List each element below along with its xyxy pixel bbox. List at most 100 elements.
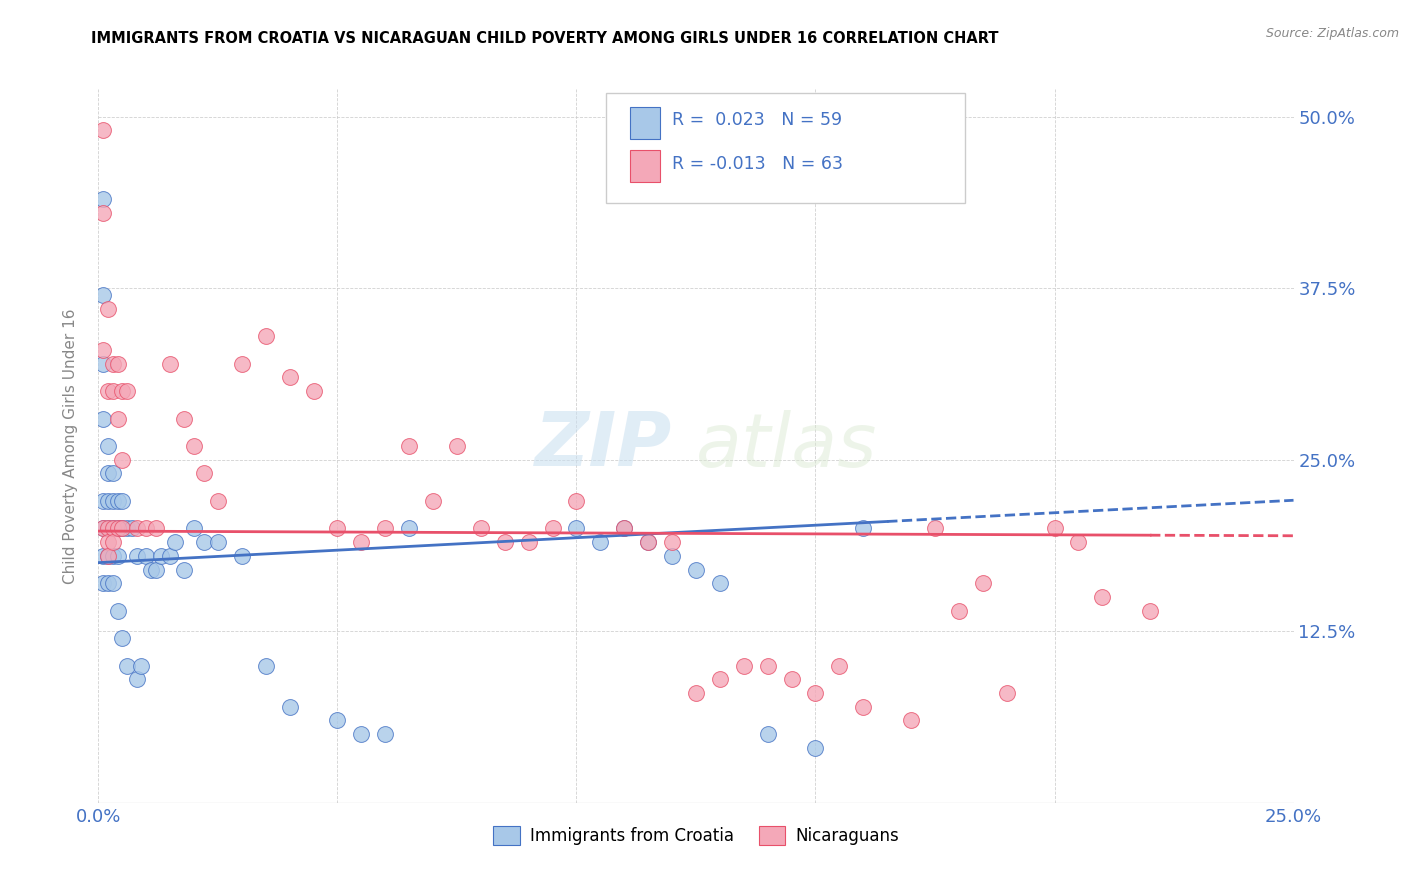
Point	[398, 439, 420, 453]
Point	[121, 521, 143, 535]
Point	[470, 521, 492, 535]
Point	[494, 535, 516, 549]
Text: Source: ZipAtlas.com: Source: ZipAtlas.com	[1265, 27, 1399, 40]
Point	[131, 658, 153, 673]
Point	[350, 535, 373, 549]
Point	[159, 357, 181, 371]
Point	[709, 673, 731, 687]
Point	[97, 549, 120, 563]
Point	[97, 494, 120, 508]
Point	[589, 535, 612, 549]
Point	[91, 357, 114, 371]
Point	[101, 549, 124, 563]
Point	[565, 521, 588, 535]
Point	[637, 535, 659, 549]
Point	[97, 549, 120, 563]
Point	[804, 740, 827, 755]
FancyBboxPatch shape	[606, 93, 965, 203]
Point	[97, 521, 120, 535]
Point	[398, 521, 420, 535]
Point	[852, 521, 875, 535]
Point	[278, 699, 301, 714]
Point	[173, 411, 195, 425]
Point	[948, 604, 970, 618]
Point	[101, 521, 124, 535]
Point	[149, 549, 172, 563]
Point	[661, 549, 683, 563]
Point	[183, 439, 205, 453]
Text: IMMIGRANTS FROM CROATIA VS NICARAGUAN CHILD POVERTY AMONG GIRLS UNDER 16 CORRELA: IMMIGRANTS FROM CROATIA VS NICARAGUAN CH…	[91, 31, 998, 46]
Point	[733, 658, 755, 673]
Point	[756, 658, 779, 673]
Point	[91, 205, 114, 219]
Point	[91, 521, 114, 535]
Point	[107, 357, 129, 371]
Point	[374, 727, 396, 741]
Point	[91, 576, 114, 591]
Point	[183, 521, 205, 535]
Point	[613, 521, 636, 535]
Point	[115, 521, 138, 535]
Point	[125, 673, 148, 687]
Point	[565, 494, 588, 508]
Point	[173, 562, 195, 576]
Point	[101, 535, 124, 549]
Point	[145, 521, 167, 535]
Text: atlas: atlas	[696, 410, 877, 482]
Point	[101, 357, 124, 371]
Point	[125, 521, 148, 535]
Point	[91, 288, 114, 302]
Point	[374, 521, 396, 535]
Text: R = -0.013   N = 63: R = -0.013 N = 63	[672, 155, 844, 173]
Point	[924, 521, 946, 535]
Point	[231, 549, 253, 563]
Point	[107, 411, 129, 425]
Point	[125, 549, 148, 563]
Point	[254, 329, 277, 343]
Point	[91, 411, 114, 425]
Point	[350, 727, 373, 741]
Point	[135, 521, 157, 535]
Point	[685, 562, 707, 576]
Point	[111, 631, 134, 645]
Point	[637, 535, 659, 549]
Point	[107, 549, 129, 563]
Point	[1091, 590, 1114, 604]
Point	[302, 384, 325, 398]
Point	[139, 562, 162, 576]
Point	[111, 452, 134, 467]
Point	[828, 658, 851, 673]
Point	[163, 535, 186, 549]
Point	[661, 535, 683, 549]
Y-axis label: Child Poverty Among Girls Under 16: Child Poverty Among Girls Under 16	[63, 309, 77, 583]
Point	[193, 535, 215, 549]
Point	[101, 467, 124, 481]
Point	[135, 549, 157, 563]
Point	[193, 467, 215, 481]
Point	[91, 494, 114, 508]
Point	[101, 494, 124, 508]
Point	[97, 521, 120, 535]
Legend: Immigrants from Croatia, Nicaraguans: Immigrants from Croatia, Nicaraguans	[486, 819, 905, 852]
Point	[972, 576, 994, 591]
Point	[107, 521, 129, 535]
Point	[422, 494, 444, 508]
Point	[613, 521, 636, 535]
Point	[107, 604, 129, 618]
Point	[111, 494, 134, 508]
Point	[111, 521, 134, 535]
Point	[107, 521, 129, 535]
Point	[101, 521, 124, 535]
Point	[111, 521, 134, 535]
Point	[685, 686, 707, 700]
Point	[101, 384, 124, 398]
Point	[278, 370, 301, 384]
Point	[115, 384, 138, 398]
Point	[97, 301, 120, 316]
Point	[97, 439, 120, 453]
Point	[207, 494, 229, 508]
Text: R =  0.023   N = 59: R = 0.023 N = 59	[672, 111, 842, 128]
Point	[91, 549, 114, 563]
Point	[91, 123, 114, 137]
Point	[91, 192, 114, 206]
